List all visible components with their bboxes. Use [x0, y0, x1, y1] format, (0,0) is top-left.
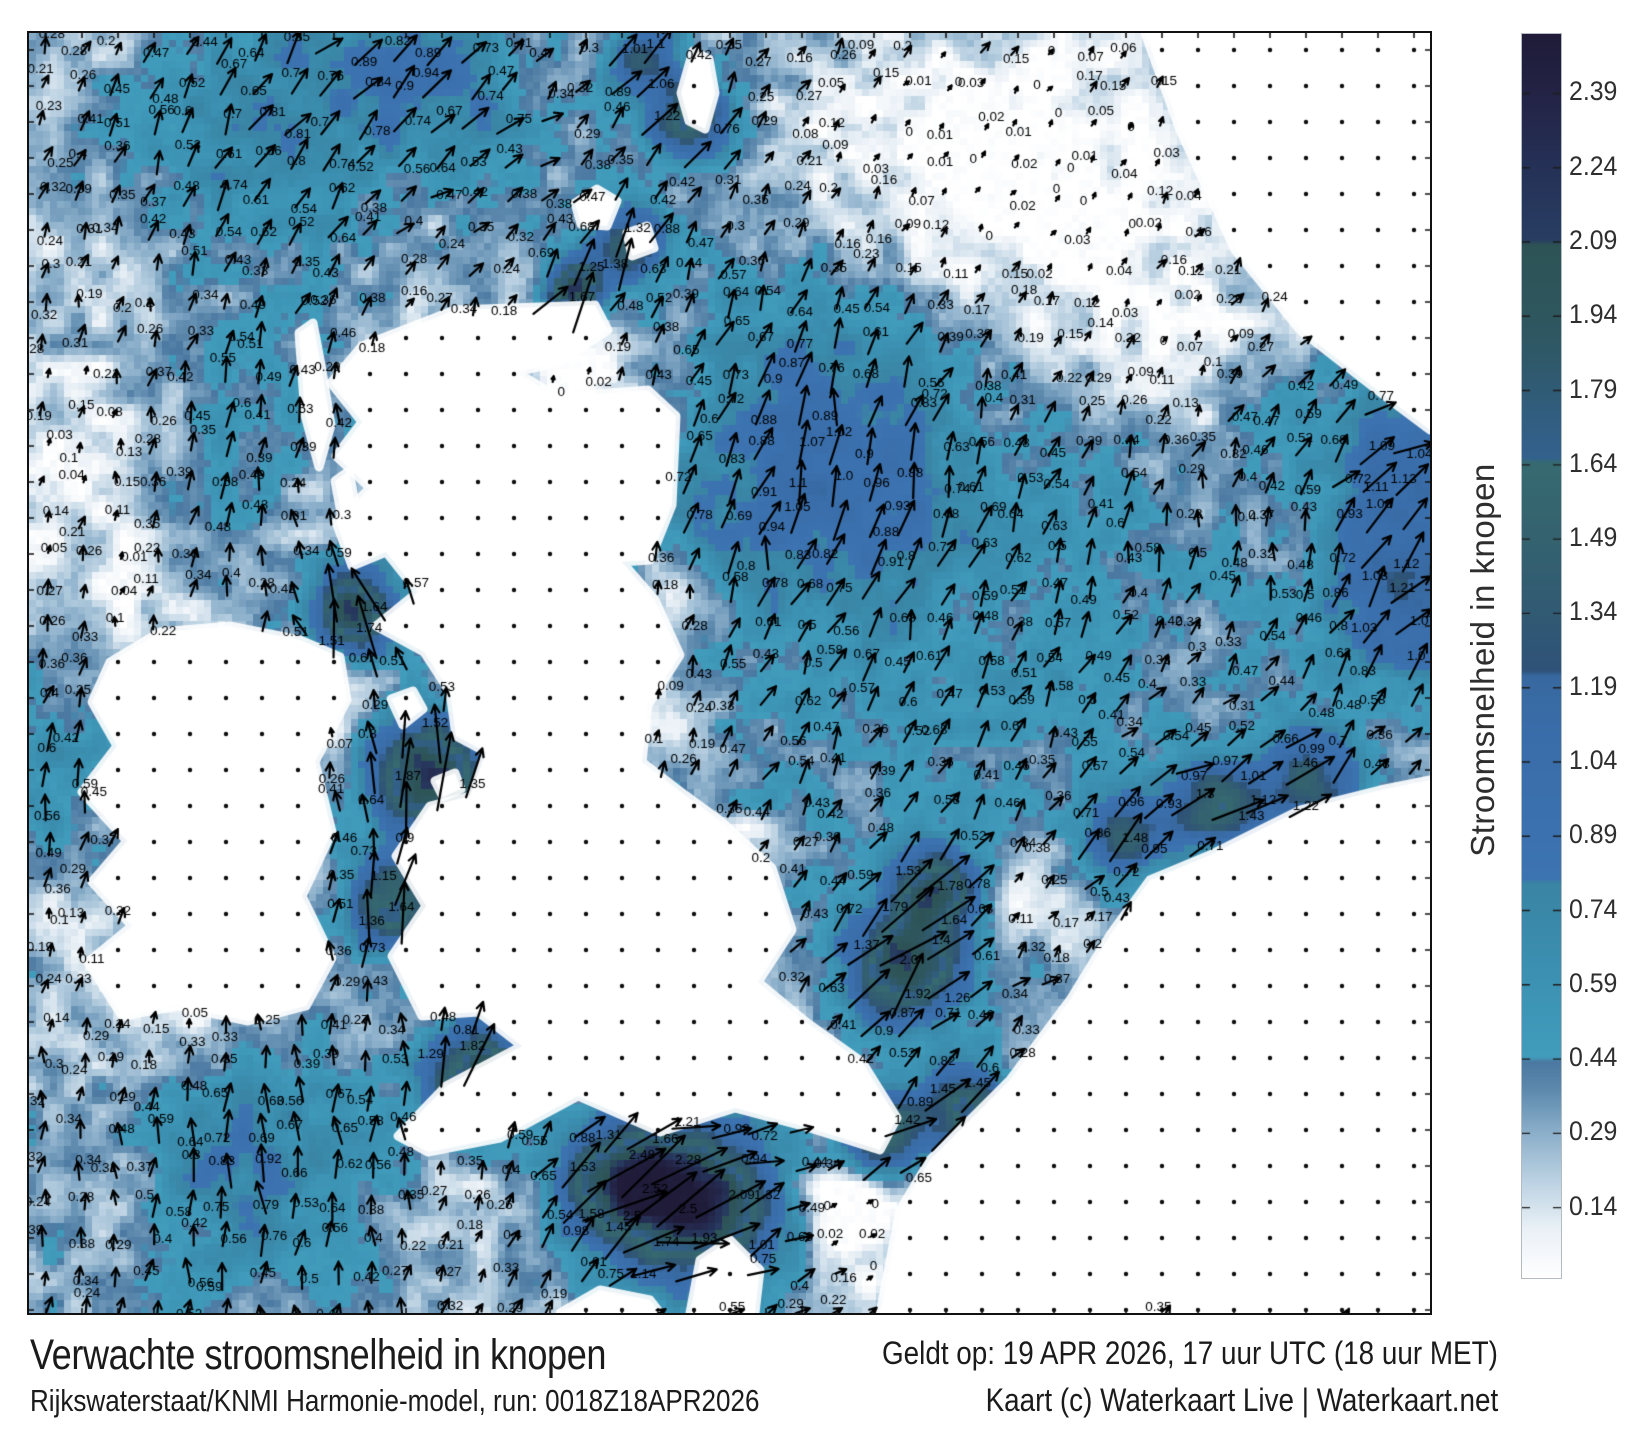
colorbar	[1521, 33, 1562, 1279]
colorbar-tick-label: 2.09	[1569, 224, 1618, 255]
model-run-info: Rijkswaterstaat/KNMI Harmonie-model, run…	[30, 1383, 760, 1418]
colorbar-tick-label: 1.49	[1569, 522, 1618, 553]
copyright: Kaart (c) Waterkaart Live | Waterkaart.n…	[985, 1382, 1498, 1418]
map-title: Verwachte stroomsnelheid in knopen	[30, 1331, 607, 1379]
colorbar-tick-label: 0.59	[1569, 967, 1618, 998]
colorbar-tick-label: 1.19	[1569, 670, 1618, 701]
colorbar-tick-label: 1.79	[1569, 373, 1618, 404]
colorbar-tick-label: 2.39	[1569, 76, 1618, 107]
colorbar-tick-label: 1.04	[1569, 744, 1618, 775]
map-canvas	[29, 33, 1430, 1313]
colorbar-tick-label: 0.74	[1569, 893, 1618, 924]
colorbar-axis-label: Stroomsnelheid in knopen	[1464, 463, 1501, 857]
colorbar-tick-label: 0.44	[1569, 1042, 1618, 1073]
map-frame	[27, 31, 1432, 1315]
colorbar-tick-label: 1.94	[1569, 299, 1618, 330]
colorbar-tick-label: 2.24	[1569, 150, 1618, 181]
colorbar-tick-label: 1.64	[1569, 447, 1618, 478]
colorbar-tick-label: 1.34	[1569, 596, 1618, 627]
colorbar-tick-label: 0.29	[1569, 1116, 1618, 1147]
valid-time: Geldt op: 19 APR 2026, 17 uur UTC (18 uu…	[882, 1335, 1498, 1371]
colorbar-tick-label: 0.89	[1569, 819, 1618, 850]
colorbar-tick-label: 0.14	[1569, 1190, 1618, 1221]
